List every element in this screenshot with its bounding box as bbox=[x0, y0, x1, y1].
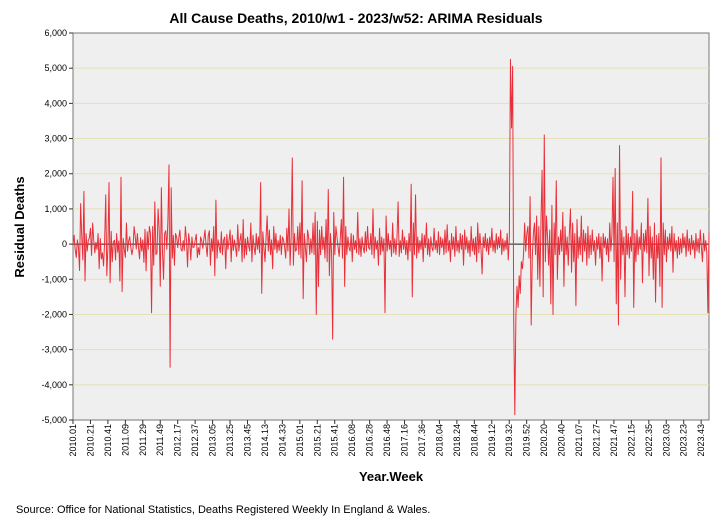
x-tick-label: 2016.08 bbox=[347, 424, 357, 457]
x-tick-label: 2020.40 bbox=[557, 424, 567, 457]
x-tick-label: 2023.23 bbox=[679, 424, 689, 457]
y-tick-label: -5,000 bbox=[41, 415, 67, 425]
x-tick-label: 2021.07 bbox=[574, 424, 584, 457]
series-group bbox=[72, 58, 710, 416]
y-axis-title: Residual Deaths bbox=[12, 176, 27, 277]
chart-title: All Cause Deaths, 2010/w1 - 2023/w52: AR… bbox=[169, 10, 542, 26]
plot-area bbox=[72, 32, 710, 421]
x-tick-label: 2015.41 bbox=[330, 424, 340, 457]
y-axis-ticks: -5,000 -4,000 -3,000 -2,000 -1,000 0 1,000 2,00… bbox=[41, 28, 73, 425]
x-tick-label: 2014.13 bbox=[260, 424, 270, 457]
x-tick-label: 2015.21 bbox=[312, 424, 322, 457]
x-tick-label: 2010.21 bbox=[85, 424, 95, 457]
x-tick-label: 2021.27 bbox=[591, 424, 601, 457]
y-tick-label: -2,000 bbox=[41, 309, 67, 319]
x-tick-label: 2018.44 bbox=[469, 424, 479, 457]
x-tick-label: 2017.16 bbox=[400, 424, 410, 457]
x-axis-title: Year.Week bbox=[359, 469, 424, 484]
x-tick-label: 2019.32 bbox=[504, 424, 514, 457]
x-tick-label: 2011.09 bbox=[120, 424, 130, 456]
x-tick-label: 2020.20 bbox=[539, 424, 549, 457]
x-axis-ticks: 2010.01 2010.21 2010.41 2011.09 2011.29 2011.… bbox=[68, 420, 706, 457]
x-tick-label: 2022.15 bbox=[626, 424, 636, 457]
x-tick-label: 2022.35 bbox=[644, 424, 654, 457]
y-tick-label: 4,000 bbox=[44, 98, 67, 108]
x-tick-label: 2011.49 bbox=[155, 424, 165, 456]
y-tick-label: 1,000 bbox=[44, 204, 67, 214]
y-tick-label: -1,000 bbox=[41, 274, 67, 284]
x-tick-label: 2012.37 bbox=[190, 424, 200, 457]
grid-lines bbox=[73, 67, 709, 386]
x-tick-label: 2021.47 bbox=[609, 424, 619, 457]
x-tick-label: 2019.12 bbox=[487, 424, 497, 457]
x-tick-label: 2023.43 bbox=[696, 424, 706, 457]
x-tick-label: 2016.48 bbox=[382, 424, 392, 457]
series-line bbox=[72, 58, 710, 416]
y-tick-label: 5,000 bbox=[44, 63, 67, 73]
y-tick-label: 0 bbox=[62, 239, 67, 249]
x-tick-label: 2019.52 bbox=[522, 424, 532, 457]
x-tick-label: 2023.03 bbox=[661, 424, 671, 457]
y-tick-label: 3,000 bbox=[44, 134, 67, 144]
source-note: Source: Office for National Statistics, … bbox=[16, 504, 430, 516]
y-tick-label: -3,000 bbox=[41, 345, 67, 355]
y-tick-label: 6,000 bbox=[44, 28, 67, 38]
x-tick-label: 2016.28 bbox=[365, 424, 375, 457]
x-tick-label: 2017.36 bbox=[417, 424, 427, 457]
x-tick-label: 2013.45 bbox=[242, 424, 252, 457]
x-tick-label: 2011.29 bbox=[138, 424, 148, 456]
x-tick-label: 2018.04 bbox=[434, 424, 444, 457]
x-tick-label: 2013.25 bbox=[225, 424, 235, 457]
x-tick-label: 2014.33 bbox=[277, 424, 287, 457]
y-tick-label: -4,000 bbox=[41, 380, 67, 390]
x-tick-label: 2018.24 bbox=[452, 424, 462, 457]
x-tick-label: 2010.41 bbox=[103, 424, 113, 457]
x-tick-label: 2012.17 bbox=[173, 424, 183, 457]
x-tick-label: 2015.01 bbox=[295, 424, 305, 457]
x-tick-label: 2013.05 bbox=[208, 424, 218, 457]
y-tick-label: 2,000 bbox=[44, 169, 67, 179]
x-tick-label: 2010.01 bbox=[68, 424, 78, 457]
